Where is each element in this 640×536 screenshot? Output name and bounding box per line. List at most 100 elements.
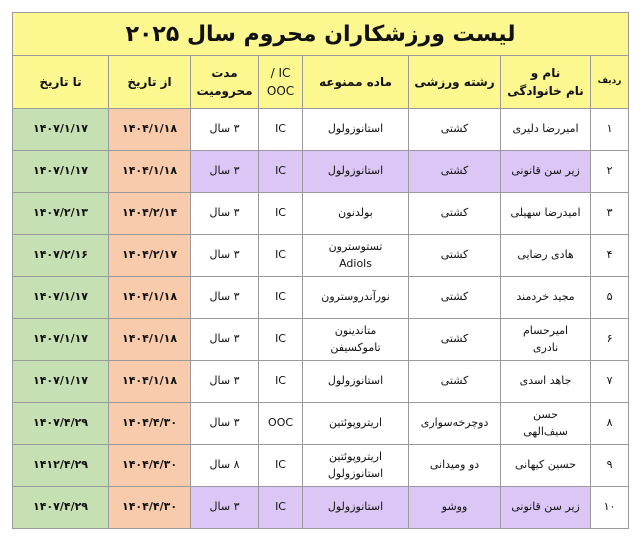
to-date-cell: ۱۴۰۷/۴/۲۹ (11, 486, 110, 529)
athlete-name-cell: زیر سن قانونی (500, 486, 592, 529)
header-row-no: ردیف (590, 55, 630, 109)
row-number-cell: ۲ (590, 150, 630, 193)
athlete-name-cell: جاهد اسدی (500, 360, 592, 403)
header-ic-ooc: IC / OOC (258, 55, 304, 109)
sport-cell: ووشو (408, 486, 502, 529)
ic-ooc-cell: IC (258, 234, 304, 277)
table-row: ۳ امیدرضا سهیلی کشتی بولدنون IC ۳ سال ۱۴۰۴/۲/۱… (11, 192, 630, 235)
banned-substance-cell: متاندینون تاموکسیفن (302, 318, 410, 361)
from-date-cell: ۱۴۰۴/۲/۱۷ (108, 234, 192, 277)
from-date-cell: ۱۴۰۴/۱/۱۸ (108, 150, 192, 193)
from-date: ۱۴۰۴/۲/۱۴ (122, 206, 178, 220)
table-row: ۶ امیرحسام نادری کشتی متاندینون تاموکسیفن IC… (11, 318, 630, 361)
from-date-cell: ۱۴۰۴/۱/۱۸ (108, 276, 192, 319)
ic-ooc-cell: IC (258, 444, 304, 487)
table-row: ۱ امیررضا دلیری کشتی استانوزولول IC ۳ سال ۱۴۰۴… (11, 108, 630, 151)
to-date: ۱۴۰۷/۱/۱۷ (32, 374, 89, 388)
to-date: ۱۴۰۷/۱/۱۷ (32, 332, 89, 346)
from-date: ۱۴۰۴/۴/۳۰ (122, 416, 178, 430)
ic-ooc-cell: IC (258, 486, 304, 529)
banned-substance-cell: استانوزولول (302, 150, 410, 193)
banned-athletes-table: لیست ورزشکاران محروم سال ۲۰۲۵ ردیف نام و… (11, 12, 630, 529)
row-number-cell: ۳ (590, 192, 630, 235)
sport-cell: دوچرخه‌سواری (408, 402, 502, 445)
from-date-cell: ۱۴۰۴/۴/۳۰ (108, 444, 192, 487)
table-row: ۴ هادی رضایی کشتی تستوسترون Adiols IC ۳ سال ۱۴… (11, 234, 630, 277)
to-date: ۱۴۰۷/۴/۲۹ (32, 416, 89, 430)
header-substance: ماده ممنوعه (302, 55, 410, 109)
ban-duration-cell: ۳ سال (190, 318, 260, 361)
banned-substance-cell: اریتروپوئتین (302, 402, 410, 445)
to-date: ۱۴۱۲/۴/۲۹ (32, 458, 89, 472)
to-date-cell: ۱۴۱۲/۴/۲۹ (11, 444, 110, 487)
to-date-cell: ۱۴۰۷/۱/۱۷ (11, 276, 110, 319)
to-date-cell: ۱۴۰۷/۱/۱۷ (11, 360, 110, 403)
header-duration: مدت محرومیت (190, 55, 260, 109)
athlete-name-cell: هادی رضایی (500, 234, 592, 277)
sport-cell: کشتی (408, 276, 502, 319)
row-number-cell: ۱ (590, 108, 630, 151)
athlete-name-cell: حسن سیف‌الهی (500, 402, 592, 445)
ban-duration-cell: ۳ سال (190, 276, 260, 319)
to-date-cell: ۱۴۰۷/۲/۱۶ (11, 234, 110, 277)
athlete-name-cell: حسین کیهانی (500, 444, 592, 487)
row-number-cell: ۶ (590, 318, 630, 361)
banned-substance-cell: استانوزولول (302, 108, 410, 151)
from-date-cell: ۱۴۰۴/۱/۱۸ (108, 318, 192, 361)
ban-duration-cell: ۸ سال (190, 444, 260, 487)
to-date-cell: ۱۴۰۷/۱/۱۷ (11, 108, 110, 151)
banned-substance-cell: تستوسترون Adiols (302, 234, 410, 277)
header-name: نام و نام خانوادگی (500, 55, 592, 109)
to-date-cell: ۱۴۰۷/۴/۲۹ (11, 402, 110, 445)
athlete-name-cell: امیرحسام نادری (500, 318, 592, 361)
from-date: ۱۴۰۴/۴/۳۰ (122, 500, 178, 514)
from-date-cell: ۱۴۰۴/۴/۳۰ (108, 486, 192, 529)
ic-ooc-cell: IC (258, 318, 304, 361)
ban-duration-cell: ۳ سال (190, 402, 260, 445)
row-number-cell: ۱۰ (590, 486, 630, 529)
to-date: ۱۴۰۷/۲/۱۶ (32, 248, 89, 262)
row-number-cell: ۹ (590, 444, 630, 487)
athlete-name-cell: مجید خردمند (500, 276, 592, 319)
ic-ooc-cell: OOC (258, 402, 304, 445)
ban-duration-cell: ۳ سال (190, 360, 260, 403)
table-row: ۲ زیر سن قانونی کشتی استانوزولول IC ۳ سال ۱۴۰۴… (11, 150, 630, 193)
ban-duration-cell: ۳ سال (190, 108, 260, 151)
banned-substance-cell: بولدنون (302, 192, 410, 235)
ban-duration-cell: ۳ سال (190, 150, 260, 193)
sport-cell: کشتی (408, 108, 502, 151)
sport-cell: کشتی (408, 318, 502, 361)
from-date: ۱۴۰۴/۱/۱۸ (122, 332, 178, 346)
athlete-name-cell: امیررضا دلیری (500, 108, 592, 151)
banned-substance-cell: اریتروپوئتین استانوزولول (302, 444, 410, 487)
to-date: ۱۴۰۷/۱/۱۷ (32, 290, 89, 304)
banned-substance-cell: نورآندروسترون (302, 276, 410, 319)
athlete-name-cell: زیر سن قانونی (500, 150, 592, 193)
athlete-name-cell: امیدرضا سهیلی (500, 192, 592, 235)
from-date-cell: ۱۴۰۴/۱/۱۸ (108, 360, 192, 403)
from-date-cell: ۱۴۰۴/۱/۱۸ (108, 108, 192, 151)
from-date: ۱۴۰۴/۱/۱۸ (122, 290, 178, 304)
ic-ooc-cell: IC (258, 360, 304, 403)
ic-ooc-cell: IC (258, 150, 304, 193)
row-number-cell: ۴ (590, 234, 630, 277)
sport-cell: دو ومیدانی (408, 444, 502, 487)
table-row: ۸ حسن سیف‌الهی دوچرخه‌سواری اریتروپوئتین OOC… (11, 402, 630, 445)
header-to-date: تا تاریخ (11, 55, 110, 109)
banned-substance-cell: استانوزولول (302, 360, 410, 403)
to-date: ۱۴۰۷/۲/۱۳ (32, 206, 89, 220)
row-number-cell: ۷ (590, 360, 630, 403)
from-date-cell: ۱۴۰۴/۲/۱۴ (108, 192, 192, 235)
table-row: ۵ مجید خردمند کشتی نورآندروسترون IC ۳ سال ۱۴۰۴… (11, 276, 630, 319)
sport-cell: کشتی (408, 192, 502, 235)
header-from-date: از تاریخ (108, 55, 192, 109)
table-row: ۷ جاهد اسدی کشتی استانوزولول IC ۳ سال ۱۴۰۴/۱/۱… (11, 360, 630, 403)
sport-cell: کشتی (408, 234, 502, 277)
from-date-cell: ۱۴۰۴/۴/۳۰ (108, 402, 192, 445)
ic-ooc-cell: IC (258, 192, 304, 235)
from-date: ۱۴۰۴/۱/۱۸ (122, 164, 178, 178)
from-date: ۱۴۰۴/۱/۱۸ (122, 374, 178, 388)
sport-cell: کشتی (408, 360, 502, 403)
from-date: ۱۴۰۴/۱/۱۸ (122, 122, 178, 136)
row-number-cell: ۵ (590, 276, 630, 319)
